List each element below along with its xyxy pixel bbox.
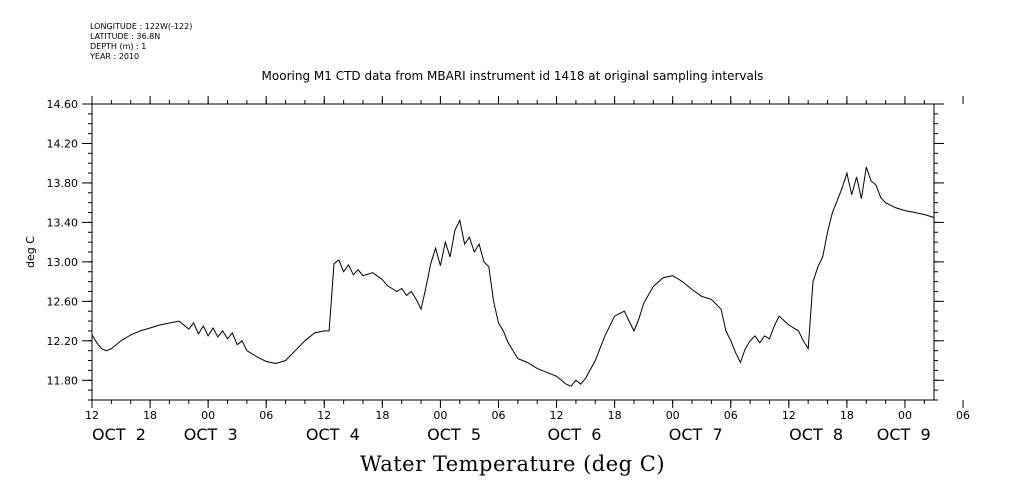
x-day-label: OCT 9 (877, 425, 931, 444)
x-tick-label: 12 (782, 409, 796, 422)
x-tick-label: 12 (85, 409, 99, 422)
x-day-label: OCT 3 (184, 425, 238, 444)
depth-label: DEPTH (m) : 1 (90, 42, 147, 51)
y-tick-label: 13.80 (47, 177, 79, 190)
temperature-series-line (91, 166, 935, 387)
x-tick-label: 06 (259, 409, 273, 422)
x-day-label: OCT 8 (789, 425, 843, 444)
x-tick-label: 06 (491, 409, 505, 422)
x-tick-label: 00 (666, 409, 680, 422)
year-label: YEAR : 2010 (90, 52, 140, 61)
chart-title: Mooring M1 CTD data from MBARI instrumen… (261, 69, 764, 83)
x-tick-label: 12 (317, 409, 331, 422)
metadata-block: LONGITUDE : 122W(-122) LATITUDE : 36.8N … (90, 22, 192, 62)
y-tick-label: 13.40 (47, 216, 79, 229)
x-tick-label: 18 (143, 409, 157, 422)
x-tick-label: 18 (375, 409, 389, 422)
x-day-label: OCT 5 (427, 425, 481, 444)
plot-frame (91, 103, 935, 401)
x-tick-label: 06 (724, 409, 738, 422)
x-tick-label: 00 (898, 409, 912, 422)
x-day-label: OCT 2 (92, 425, 146, 444)
latitude-label: LATITUDE : 36.8N (90, 32, 161, 41)
x-day-label: OCT 7 (669, 425, 723, 444)
x-tick-label: 06 (956, 409, 970, 422)
y-tick-label: 14.20 (47, 137, 79, 150)
x-day-label: OCT 4 (306, 425, 360, 444)
longitude-label: LONGITUDE : 122W(-122) (90, 22, 193, 31)
x-axis-title: Water Temperature (deg C) (359, 452, 666, 476)
y-tick-label: 12.60 (47, 295, 79, 308)
x-tick-label: 00 (201, 409, 215, 422)
y-axis-title: deg C (24, 236, 37, 268)
y-tick-label: 14.60 (47, 98, 79, 111)
x-day-label: OCT 6 (548, 425, 602, 444)
x-tick-label: 12 (550, 409, 564, 422)
y-tick-label: 13.00 (47, 256, 79, 269)
x-tick-label: 18 (608, 409, 622, 422)
y-tick-label: 12.20 (47, 335, 79, 348)
x-tick-label: 00 (433, 409, 447, 422)
x-tick-label: 18 (840, 409, 854, 422)
y-tick-label: 11.80 (47, 374, 79, 387)
